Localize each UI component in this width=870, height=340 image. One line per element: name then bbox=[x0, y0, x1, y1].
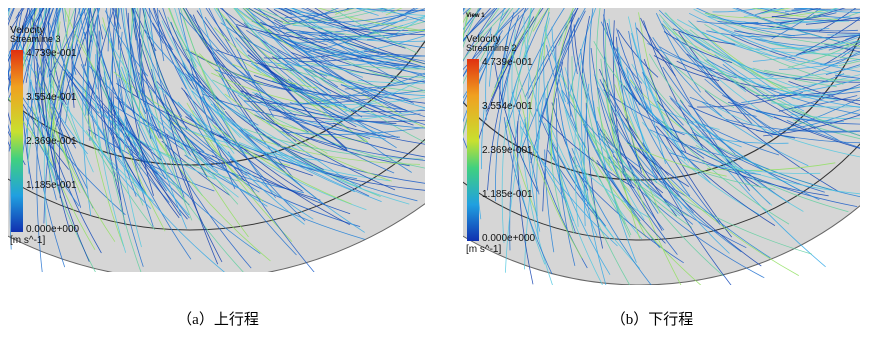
streamline bbox=[782, 0, 870, 6]
streamline bbox=[236, 0, 359, 6]
streamline bbox=[780, 0, 870, 4]
streamline bbox=[129, 0, 134, 6]
streamline bbox=[0, 0, 88, 5]
colorbar-label: 3.554e-001 bbox=[26, 92, 77, 103]
unit-label: [m s^-1] bbox=[10, 235, 45, 246]
streamline bbox=[212, 0, 293, 5]
colorbar-label: 0.000e+000 bbox=[26, 224, 80, 235]
streamline bbox=[0, 7, 8, 129]
streamline bbox=[827, 0, 870, 8]
colorbar-label: 0.000e+000 bbox=[482, 233, 536, 244]
colorbar-label: 4.739e-001 bbox=[26, 48, 77, 59]
streamline bbox=[343, 0, 409, 7]
colorbar-label: 2.369e-001 bbox=[482, 145, 533, 156]
streamline bbox=[720, 0, 870, 7]
streamline bbox=[829, 0, 870, 6]
streamline bbox=[0, 0, 2, 52]
legend-subtitle: Streamline 3 bbox=[10, 34, 61, 44]
streamline bbox=[0, 0, 1, 99]
streamline bbox=[728, 0, 851, 3]
streamline bbox=[0, 0, 3, 92]
streamline bbox=[747, 0, 870, 4]
streamline bbox=[260, 0, 339, 5]
streamline bbox=[798, 0, 850, 1]
colorbar bbox=[467, 59, 479, 241]
caption: （a）上行程 bbox=[177, 311, 259, 328]
streamline bbox=[423, 0, 435, 114]
colorbar-label: 4.739e-001 bbox=[482, 57, 533, 68]
streamline bbox=[424, 20, 456, 89]
streamline bbox=[0, 0, 6, 148]
streamline bbox=[126, 0, 130, 1]
colorbar bbox=[11, 50, 23, 232]
colorbar-label: 1.185e-001 bbox=[26, 180, 77, 191]
streamline bbox=[347, 0, 454, 9]
streamline bbox=[424, 0, 456, 95]
unit-label: [m s^-1] bbox=[466, 244, 501, 255]
streamline bbox=[0, 0, 62, 4]
colorbar-label: 3.554e-001 bbox=[482, 101, 533, 112]
streamline bbox=[0, 0, 5, 106]
streamline bbox=[0, 0, 2, 44]
colorbar-label: 2.369e-001 bbox=[26, 136, 77, 147]
legend-subtitle: Streamline 2 bbox=[466, 43, 517, 53]
streamline bbox=[439, 62, 445, 197]
streamline bbox=[0, 11, 8, 142]
streamline bbox=[779, 0, 865, 9]
streamline bbox=[50, 0, 56, 3]
page: {"panels": [ {"legend_title": "Velocity"… bbox=[0, 0, 870, 335]
colorbar-label: 1.185e-001 bbox=[482, 189, 533, 200]
caption: （b）下行程 bbox=[611, 311, 694, 328]
figure: （a）上行程 （b）下行程 VelocityStreamline 34.739e… bbox=[0, 0, 870, 335]
streamline bbox=[11, 0, 77, 5]
streamline bbox=[695, 0, 777, 3]
streamline bbox=[8, 0, 38, 4]
streamline bbox=[261, 0, 399, 5]
streamline bbox=[339, 0, 401, 2]
streamline bbox=[114, 0, 126, 4]
view-label: View 1 bbox=[466, 13, 485, 19]
streamline bbox=[0, 0, 1, 75]
streamline bbox=[316, 0, 395, 5]
